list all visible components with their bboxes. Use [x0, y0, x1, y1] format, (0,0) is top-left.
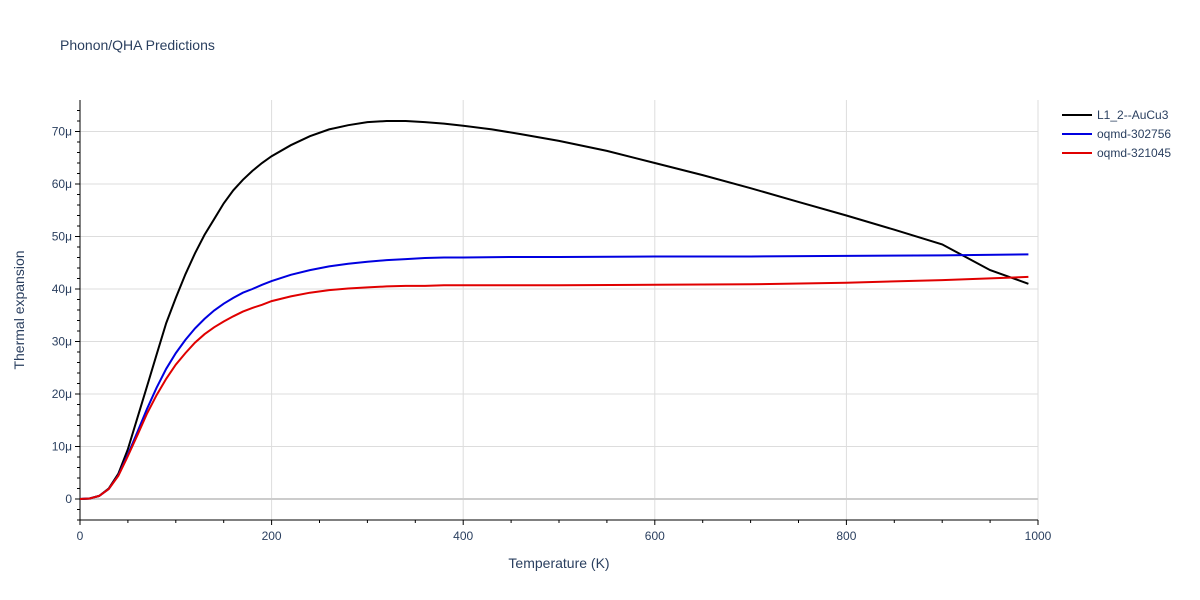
tick-labels: 0 200 400 600 800 1000 0 10μ 20μ 30μ 40μ 50μ 60μ 70μ	[52, 125, 1052, 544]
series-line-1	[79, 120, 1029, 500]
legend-label: L1_2--AuCu3	[1097, 108, 1169, 122]
chart-title: Phonon/QHA Predictions	[60, 37, 215, 53]
y-tick-label: 0	[65, 492, 72, 506]
axes	[75, 100, 1039, 525]
x-tick-label: 1000	[1025, 529, 1052, 543]
series-line-2	[79, 253, 1029, 500]
x-tick-label: 600	[645, 529, 665, 543]
series-lines	[79, 120, 1029, 500]
y-tick-label: 20μ	[52, 387, 72, 401]
y-tick-label: 60μ	[52, 177, 72, 191]
x-tick-label: 0	[77, 529, 84, 543]
legend: L1_2--AuCu3 oqmd-302756 oqmd-321045	[1062, 108, 1171, 160]
y-tick-label: 50μ	[52, 230, 72, 244]
y-tick-label: 30μ	[52, 335, 72, 349]
x-tick-label: 400	[453, 529, 473, 543]
legend-label: oqmd-321045	[1097, 146, 1171, 160]
series-line-3	[79, 275, 1029, 500]
x-tick-label: 800	[836, 529, 856, 543]
y-axis-title: Thermal expansion	[11, 250, 27, 369]
x-axis-title: Temperature (K)	[508, 555, 609, 571]
y-tick-label: 70μ	[52, 125, 72, 139]
x-tick-label: 200	[262, 529, 282, 543]
gridlines	[80, 100, 1039, 520]
legend-label: oqmd-302756	[1097, 127, 1171, 141]
y-tick-label: 10μ	[52, 440, 72, 454]
y-tick-label: 40μ	[52, 282, 72, 296]
